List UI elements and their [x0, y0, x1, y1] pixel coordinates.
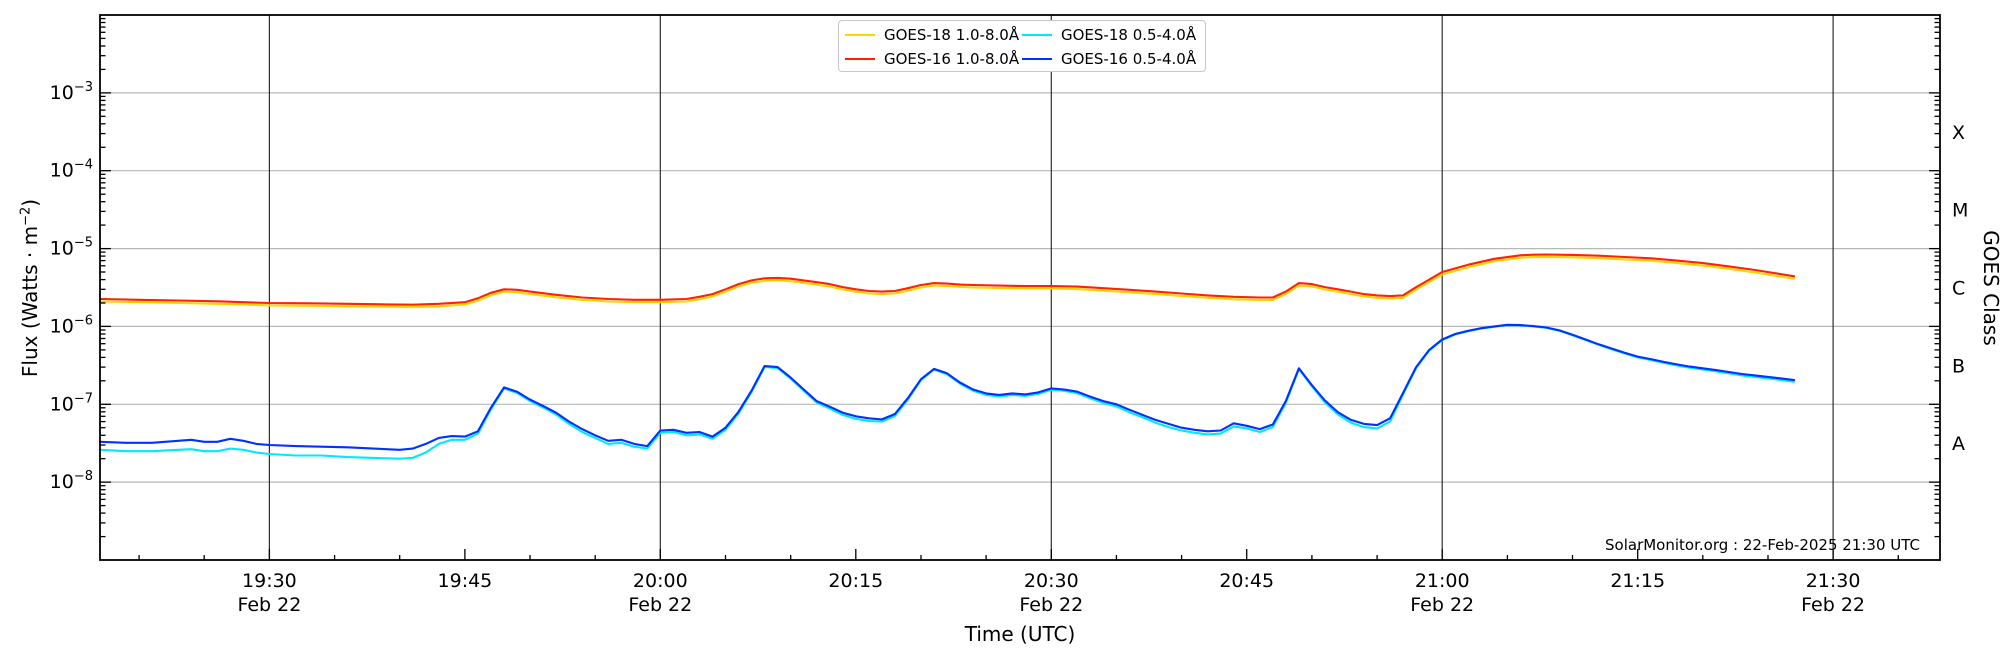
svg-text:20:30: 20:30	[1024, 570, 1079, 592]
legend: GOES-18 1.0-8.0Å GOES-16 1.0-8.0Å GOES-18 …	[838, 20, 1206, 72]
svg-text:21:30: 21:30	[1806, 570, 1861, 592]
flux-axis-label: Flux (Watts · m−2)	[18, 199, 42, 377]
svg-text:19:45: 19:45	[438, 570, 493, 592]
svg-text:Feb 22: Feb 22	[1410, 594, 1474, 616]
svg-text:10−5: 10−5	[50, 236, 93, 260]
series-goes-16-0.5-4.0-	[98, 323, 1796, 451]
time-axis-label: Time (UTC)	[964, 622, 1076, 646]
goes-class-tick-labels: X M C B A	[1952, 122, 1968, 455]
legend-item: GOES-16 1.0-8.0Å	[845, 47, 1022, 71]
svg-text:C: C	[1952, 278, 1965, 300]
svg-text:21:00: 21:00	[1415, 570, 1470, 592]
svg-text:10−4: 10−4	[50, 158, 93, 182]
svg-text:Feb 22: Feb 22	[1801, 594, 1865, 616]
svg-text:B: B	[1952, 355, 1965, 377]
series-goes-18-0.5-4.0-	[98, 324, 1796, 460]
svg-text:Feb 22: Feb 22	[1019, 594, 1083, 616]
flux-axis-label-close: )	[18, 198, 42, 207]
legend-series-label: GOES-16 1.0-8.0Å	[884, 50, 1020, 68]
legend-line-swatch	[845, 34, 875, 36]
legend-item: GOES-18 0.5-4.0Å	[1022, 23, 1199, 47]
legend-item: GOES-18 1.0-8.0Å	[845, 23, 1022, 47]
svg-text:X: X	[1952, 122, 1965, 144]
legend-line-swatch	[1022, 34, 1052, 36]
solarmonitor-watermark: SolarMonitor.org : 22-Feb-2025 21:30 UTC	[1605, 536, 1920, 554]
svg-text:A: A	[1952, 433, 1965, 455]
legend-series-label: GOES-16 0.5-4.0Å	[1061, 50, 1197, 68]
data-series	[98, 253, 1796, 460]
goes-class-axis-label: GOES Class	[1979, 230, 2000, 346]
y-tick-labels: 10−3 10−4 10−5 10−6 10−7 10−8	[50, 80, 93, 493]
svg-text:10−8: 10−8	[50, 469, 93, 493]
legend-item: GOES-16 0.5-4.0Å	[1022, 47, 1199, 71]
svg-text:20:00: 20:00	[633, 570, 688, 592]
svg-text:21:15: 21:15	[1610, 570, 1665, 592]
y-axis-ticks	[100, 17, 1940, 538]
plot-frame	[99, 14, 1941, 561]
legend-series-label: GOES-18 0.5-4.0Å	[1061, 26, 1197, 44]
svg-text:Feb 22: Feb 22	[628, 594, 692, 616]
legend-line-swatch	[1022, 58, 1052, 60]
flux-axis-label-exponent: −2	[18, 206, 34, 226]
svg-text:20:15: 20:15	[828, 570, 883, 592]
svg-text:19:30: 19:30	[242, 570, 297, 592]
legend-line-swatch	[845, 58, 875, 60]
svg-text:M: M	[1952, 200, 1968, 222]
svg-text:Feb 22: Feb 22	[237, 594, 301, 616]
horizontal-gridlines	[100, 92, 1940, 483]
series-goes-18-1.0-8.0-	[98, 255, 1796, 309]
flux-axis-label-text: Flux (Watts · m	[18, 225, 42, 378]
series-goes-16-1.0-8.0-	[98, 253, 1796, 306]
svg-text:10−7: 10−7	[50, 391, 93, 415]
legend-series-label: GOES-18 1.0-8.0Å	[884, 26, 1020, 44]
svg-text:10−3: 10−3	[50, 80, 93, 104]
svg-text:10−6: 10−6	[50, 313, 93, 337]
svg-text:20:45: 20:45	[1219, 570, 1274, 592]
